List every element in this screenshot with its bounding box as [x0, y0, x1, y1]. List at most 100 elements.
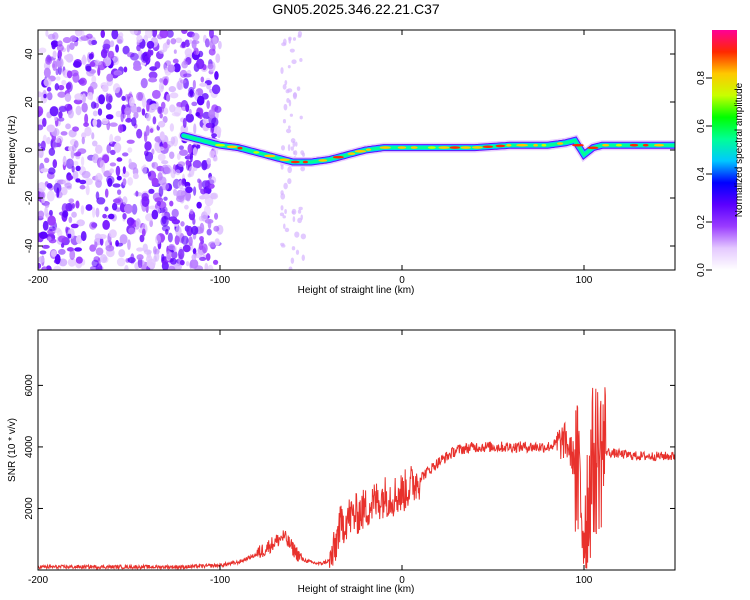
noise-blob [109, 133, 114, 145]
noise-blob [179, 149, 189, 156]
spectrogram-x-label: Height of straight line (km) [298, 285, 415, 296]
y-tick-label: 2000 [24, 497, 35, 520]
noise-blob [115, 242, 124, 247]
noise-blob [112, 83, 121, 94]
noise-blob [141, 228, 146, 237]
noise-blob [47, 236, 52, 241]
noise-blob [68, 198, 75, 204]
noise-blob [216, 130, 221, 138]
noise-blob [75, 200, 80, 209]
noise-blob [161, 215, 167, 225]
noise-blob [102, 84, 109, 93]
ridge-hotspot [653, 143, 665, 147]
noise-blob [209, 150, 215, 159]
noise-blob [181, 41, 186, 48]
noise-blob [75, 105, 82, 116]
noise-blob [194, 252, 203, 259]
noise-blob [194, 90, 199, 101]
noise-blob [159, 30, 169, 39]
noise-blob [149, 128, 154, 133]
noise-blob [151, 30, 158, 38]
noise-blob [191, 101, 198, 107]
noise-blob [45, 55, 53, 65]
noise-blob [81, 170, 91, 179]
ridge-hotspot [602, 143, 610, 147]
ridge-hotspot [438, 146, 450, 149]
noise-blob [39, 191, 46, 199]
noise-blob [157, 106, 163, 115]
noise-blob [151, 209, 159, 220]
noise-blob [48, 147, 56, 156]
noise-blob [91, 132, 95, 140]
ridge-hotspot [427, 146, 436, 149]
noise-blob [79, 179, 87, 185]
noise-blob [208, 109, 216, 119]
noise-blob [112, 183, 121, 188]
noise-blob [205, 253, 211, 261]
snr-x-label: Height of straight line (km) [298, 584, 415, 595]
noise-blob [198, 242, 203, 251]
noise-blob [75, 178, 81, 183]
noise-blob [50, 40, 59, 48]
noise-blob [38, 91, 42, 98]
noise-blob [146, 102, 150, 112]
noise-blob [298, 206, 303, 211]
noise-blob [193, 186, 197, 196]
noise-blob [85, 184, 90, 196]
noise-blob [211, 133, 218, 138]
noise-blob [67, 247, 74, 252]
ridge-hotspot [365, 148, 372, 151]
noise-blob [43, 78, 52, 87]
noise-blob [128, 227, 136, 235]
noise-blob [169, 258, 177, 265]
noise-blob [152, 116, 157, 125]
noise-blob [212, 36, 218, 45]
noise-blob [155, 234, 161, 245]
noise-blob [38, 181, 46, 193]
noise-blob [159, 112, 163, 119]
noise-blob [97, 174, 103, 181]
noise-blob [294, 231, 300, 238]
noise-blob [284, 80, 288, 86]
noise-blob [161, 160, 169, 165]
noise-blob [99, 254, 108, 264]
noise-blob [214, 105, 222, 113]
noise-blob [191, 39, 197, 50]
noise-blob [173, 188, 178, 196]
noise-blob [52, 159, 58, 169]
noise-blob [66, 70, 73, 79]
noise-blob [158, 81, 164, 93]
noise-blob [146, 112, 151, 122]
noise-blob [44, 206, 48, 217]
noise-blob [126, 139, 135, 144]
noise-blob [292, 150, 296, 155]
y-tick-label: 0 [24, 147, 35, 153]
noise-blob [167, 64, 176, 73]
noise-blob [191, 225, 199, 235]
noise-blob [137, 257, 143, 269]
noise-blob [119, 234, 128, 245]
colorbar-tick-label: 0.2 [696, 215, 707, 229]
noise-blob [69, 35, 77, 42]
noise-blob [73, 98, 83, 105]
noise-blob [41, 197, 46, 204]
noise-blob [136, 34, 143, 43]
noise-blob [109, 162, 117, 167]
noise-blob [199, 256, 207, 262]
noise-blob [297, 30, 303, 37]
noise-blob [115, 44, 119, 53]
noise-blob [122, 178, 127, 186]
ridge-hotspot [332, 155, 344, 159]
noise-blob [55, 68, 59, 76]
noise-blob [58, 117, 65, 122]
noise-blob [147, 171, 152, 177]
noise-blob [172, 58, 179, 64]
x-tick-label: 0 [399, 575, 405, 586]
noise-blob [296, 86, 301, 91]
noise-blob [186, 225, 193, 237]
noise-blob [181, 235, 189, 245]
noise-blob [290, 146, 294, 151]
noise-blob [38, 262, 42, 269]
noise-blob [83, 122, 89, 127]
